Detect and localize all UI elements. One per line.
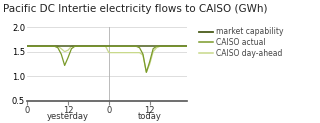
- Text: yesterday: yesterday: [47, 112, 89, 121]
- Legend: market capability, CAISO actual, CAISO day-ahead: market capability, CAISO actual, CAISO d…: [199, 27, 283, 58]
- Text: Pacific DC Intertie electricity flows to CAISO (GWh): Pacific DC Intertie electricity flows to…: [3, 4, 268, 14]
- Text: today: today: [138, 112, 162, 121]
